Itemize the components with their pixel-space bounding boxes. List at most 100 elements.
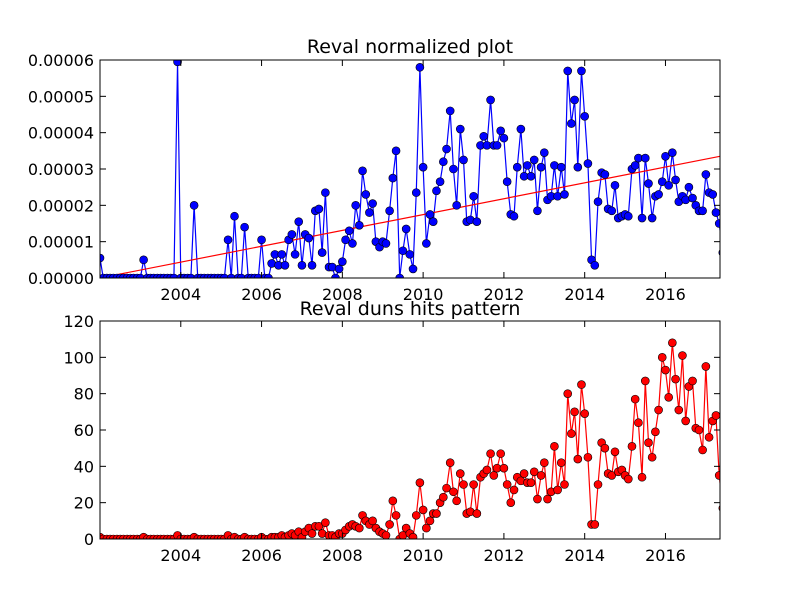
top-data-point (264, 273, 273, 278)
bottom-data-point (590, 520, 600, 529)
top-data-point (408, 264, 418, 274)
top-data-point (644, 179, 653, 188)
bottom-data-point (506, 498, 516, 507)
bottom-data-point (509, 485, 519, 495)
top-data-point (496, 126, 505, 136)
top-data-point (136, 273, 145, 278)
top-data-point (708, 190, 718, 199)
top-data-point (401, 224, 411, 234)
top-data-point (570, 95, 579, 105)
top-data-point (654, 190, 663, 199)
top-data-point (479, 132, 489, 141)
top-data-point (607, 206, 617, 216)
top-series-line-trend (100, 155, 720, 278)
top-data-point (442, 144, 451, 154)
bottom-data-point (452, 496, 461, 506)
top-data-point (398, 246, 408, 256)
bottom-data-point (704, 432, 714, 442)
top-data-point (381, 239, 391, 248)
top-data-point (226, 273, 236, 278)
bottom-y-tick-label: 80 (74, 385, 94, 404)
bottom-data-point (630, 394, 640, 404)
top-data-point (388, 173, 398, 183)
top-y-tick-label: 0.00005 (28, 87, 94, 106)
top-data-point (422, 239, 431, 248)
top-data-point (428, 217, 438, 226)
bottom-data-point (627, 442, 637, 451)
bottom-data-point (442, 483, 451, 493)
bottom-data-point (644, 438, 653, 448)
bottom-data-point (637, 472, 647, 482)
bottom-plot-area: 2004 2006 2008 2010 2012 2014 2016 0 20 40 60 80 100… (63, 312, 721, 565)
bottom-data-point (391, 511, 401, 520)
top-data-point (294, 217, 304, 226)
bottom-data-point (668, 338, 677, 348)
top-data-point (307, 260, 317, 270)
top-y-tick-label: 0.00004 (28, 124, 94, 143)
bottom-data-point (449, 487, 458, 497)
bottom-data-point (533, 494, 542, 504)
top-data-point (317, 248, 327, 257)
top-data-point (486, 95, 495, 105)
top-data-point (304, 233, 314, 243)
top-data-point (418, 162, 428, 172)
bottom-data-point (654, 405, 663, 415)
bottom-data-point (415, 478, 425, 487)
bottom-data-point (432, 509, 441, 518)
top-data-point (590, 260, 600, 270)
bottom-data-point (577, 380, 586, 389)
bottom-y-tick-label: 40 (74, 457, 94, 476)
top-data-point (701, 170, 711, 179)
top-data-point (560, 190, 569, 199)
top-data-point (516, 124, 526, 134)
bottom-data-point (698, 445, 707, 455)
bottom-data-point (567, 429, 576, 438)
top-data-point (344, 226, 354, 236)
bottom-data-point (536, 471, 546, 480)
bottom-x-tick-label: 2008 (322, 546, 363, 565)
top-data-point (169, 273, 179, 278)
bottom-y-tick-label: 120 (63, 312, 94, 331)
top-x-tick-label: 2014 (564, 285, 605, 304)
top-data-point (338, 257, 347, 266)
bottom-data-point (385, 520, 394, 529)
top-data-point (237, 273, 246, 278)
bottom-data-point (647, 452, 657, 462)
bottom-data-point (529, 467, 539, 477)
bottom-data-point (640, 376, 650, 386)
top-series-group (100, 60, 720, 278)
top-data-point (173, 60, 182, 67)
bottom-data-point (422, 523, 431, 533)
top-data-point (583, 159, 593, 168)
top-data-point (624, 211, 633, 221)
bottom-series-group (100, 338, 720, 539)
top-data-point (348, 239, 357, 248)
bottom-data-point (634, 418, 643, 428)
top-data-point (425, 210, 435, 219)
top-data-point (449, 164, 458, 174)
bottom-data-point (664, 392, 674, 402)
top-data-point (341, 235, 350, 245)
bottom-data-point (651, 427, 660, 437)
top-data-point (647, 213, 657, 223)
top-data-point (640, 153, 650, 163)
top-data-point (445, 106, 455, 116)
top-data-point (405, 250, 415, 259)
top-data-point (314, 204, 324, 214)
top-data-point (556, 162, 566, 172)
top-data-point (139, 255, 148, 265)
bottom-data-point (607, 471, 617, 480)
bottom-data-point (526, 478, 536, 487)
top-x-tick-label: 2016 (645, 285, 686, 304)
bottom-x-tick-label: 2010 (403, 546, 444, 565)
bottom-data-point (553, 485, 562, 495)
top-data-point (661, 151, 670, 161)
bottom-data-point (563, 389, 573, 398)
bottom-data-point (714, 471, 720, 480)
top-data-point (698, 206, 707, 216)
top-y-tick-label: 0.00000 (28, 269, 94, 288)
top-x-tick-label: 2012 (484, 285, 525, 304)
bottom-y-tick-label: 100 (63, 348, 94, 367)
top-data-point (600, 170, 610, 179)
top-data-point (439, 157, 448, 167)
